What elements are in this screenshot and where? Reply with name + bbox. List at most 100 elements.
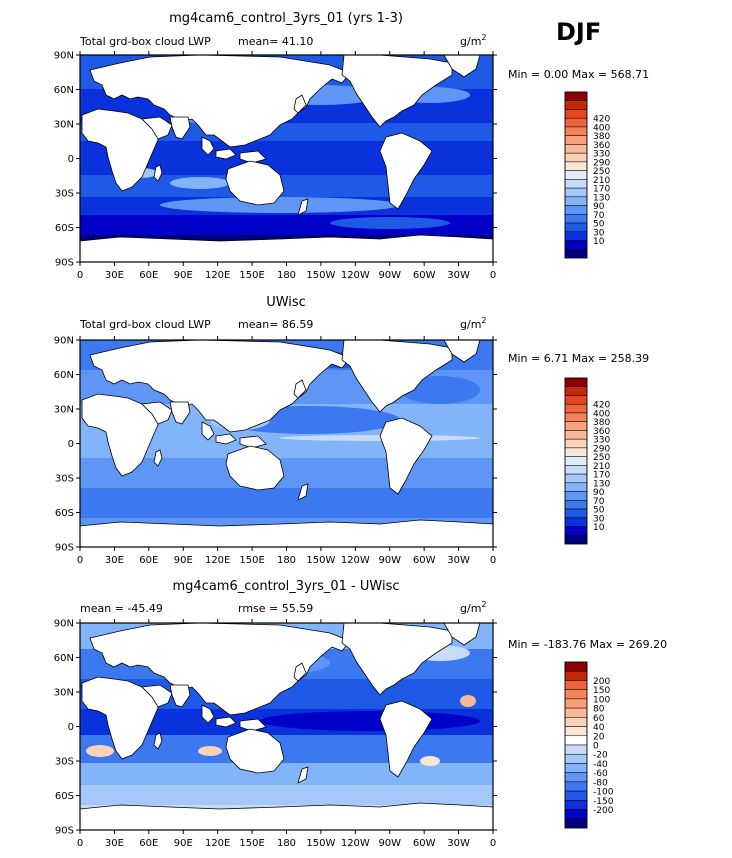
colorbar-swatch [564, 517, 588, 527]
lat-tick-label: 30S [55, 474, 74, 485]
lon-tick-label: 0 [490, 270, 496, 281]
colorbar-label: 30 [593, 228, 605, 238]
colorbar: 200150100806040200-20-40-60-80-100-150-2… [564, 661, 614, 829]
lon-tick-label: 30E [105, 270, 124, 281]
colorbar-label: -150 [593, 797, 614, 807]
colorbar-swatch [564, 100, 588, 110]
colorbar-swatch [564, 386, 588, 396]
min-max-readout: Min = 0.00 Max = 568.71 [508, 68, 649, 81]
colorbar-swatch [564, 438, 588, 449]
colorbar-swatch [564, 91, 588, 101]
lon-tick-label: 30W [447, 838, 470, 849]
lat-tick-label: 30N [54, 120, 74, 131]
colorbar-label: -20 [593, 751, 608, 761]
lon-tick-label: 90W [378, 270, 401, 281]
colorbar-swatch [564, 430, 588, 440]
panel-variable-label: Total grd-box cloud LWP [79, 318, 211, 331]
colorbar-label: 100 [593, 695, 610, 705]
colorbar-label: 80 [593, 705, 605, 715]
colorbar-swatch [564, 482, 588, 492]
colorbar-swatch [564, 661, 588, 672]
lon-tick-label: 90E [174, 555, 193, 566]
colorbar-label: 10 [593, 237, 605, 247]
colorbar-label: 330 [593, 436, 610, 446]
colorbar-label: 0 [593, 742, 599, 752]
lon-tick-label: 150W [306, 270, 335, 281]
panel-title: mg4cam6_control_3yrs_01 (yrs 1-3) [169, 11, 403, 26]
lat-tick-label: 90N [54, 619, 74, 630]
colorbar-swatch [564, 421, 588, 431]
colorbar-label: 360 [593, 427, 610, 437]
colorbar-swatch [564, 196, 588, 206]
lon-tick-label: 30W [447, 555, 470, 566]
colorbar-swatch [564, 412, 588, 422]
panel-difference: mg4cam6_control_3yrs_01 - UWisc mean = -… [54, 579, 667, 849]
colorbar-swatch [564, 735, 588, 746]
colorbar-swatch [564, 205, 588, 215]
colorbar-label: 150 [593, 686, 610, 696]
lat-tick-label: 90N [54, 51, 74, 62]
lon-tick-label: 0 [77, 838, 83, 849]
lon-tick-label: 150W [306, 838, 335, 849]
colorbar-swatch [564, 800, 588, 810]
colorbar-swatch [564, 117, 588, 128]
colorbar-swatch [564, 214, 588, 224]
lat-tick-label: 90S [55, 826, 74, 837]
lat-tick-label: 0 [68, 154, 74, 165]
colorbar-swatch [564, 763, 588, 773]
lon-tick-label: 90E [174, 838, 193, 849]
lon-tick-label: 60W [413, 838, 436, 849]
lon-tick-label: 180 [277, 555, 296, 566]
colorbar-swatch [564, 491, 588, 501]
lat-tick-label: 0 [68, 722, 74, 733]
colorbar-label: 290 [593, 444, 610, 454]
lon-tick-label: 0 [490, 838, 496, 849]
lon-tick-label: 150W [306, 555, 335, 566]
lat-tick-label: 30N [54, 405, 74, 416]
lon-tick-label: 0 [490, 555, 496, 566]
lon-tick-label: 90W [378, 838, 401, 849]
panel-variable-label: Total grd-box cloud LWP [79, 35, 211, 48]
lat-tick-label: 90N [54, 336, 74, 347]
panel-rmse: rmse = 55.59 [238, 602, 313, 615]
colorbar-label: 170 [593, 471, 610, 481]
lat-tick-label: 90S [55, 258, 74, 269]
colorbar-label: -40 [593, 760, 608, 770]
lon-tick-label: 60W [413, 270, 436, 281]
lon-tick-label: 30E [105, 555, 124, 566]
colorbar-swatch [564, 161, 588, 171]
lon-tick-label: 0 [77, 555, 83, 566]
colorbar-label: 70 [593, 497, 605, 507]
colorbar-label: 90 [593, 488, 605, 498]
lon-tick-label: 90E [174, 270, 193, 281]
colorbar-swatch [564, 377, 588, 387]
colorbar-swatch [564, 500, 588, 510]
colorbar-swatch [564, 473, 588, 484]
colorbar-swatch [564, 772, 588, 783]
lon-tick-label: 30E [105, 838, 124, 849]
panel-model: mg4cam6_control_3yrs_01 (yrs 1-3) Total … [54, 11, 649, 281]
lon-tick-label: 60W [413, 555, 436, 566]
lat-tick-label: 0 [68, 439, 74, 450]
colorbar-swatch [564, 809, 588, 820]
colorbar-swatch [564, 395, 588, 405]
colorbar-label: 170 [593, 185, 610, 195]
panel-units: g/m2 [460, 316, 487, 331]
colorbar-label: 360 [593, 141, 610, 151]
colorbar-label: 90 [593, 202, 605, 212]
colorbar-swatch [564, 456, 588, 466]
lon-tick-label: 150E [239, 838, 264, 849]
colorbar-swatch [564, 135, 588, 145]
colorbar-swatch [564, 790, 588, 801]
colorbar-label: 380 [593, 132, 610, 142]
lon-tick-label: 120W [341, 270, 370, 281]
panel-mean: mean= 41.10 [238, 35, 313, 48]
lon-tick-label: 0 [77, 270, 83, 281]
colorbar-swatch [564, 126, 588, 136]
colorbar-label: 40 [593, 723, 605, 733]
colorbar-swatch [564, 818, 588, 829]
colorbar-label: 400 [593, 123, 610, 133]
colorbar-swatch [564, 152, 588, 163]
